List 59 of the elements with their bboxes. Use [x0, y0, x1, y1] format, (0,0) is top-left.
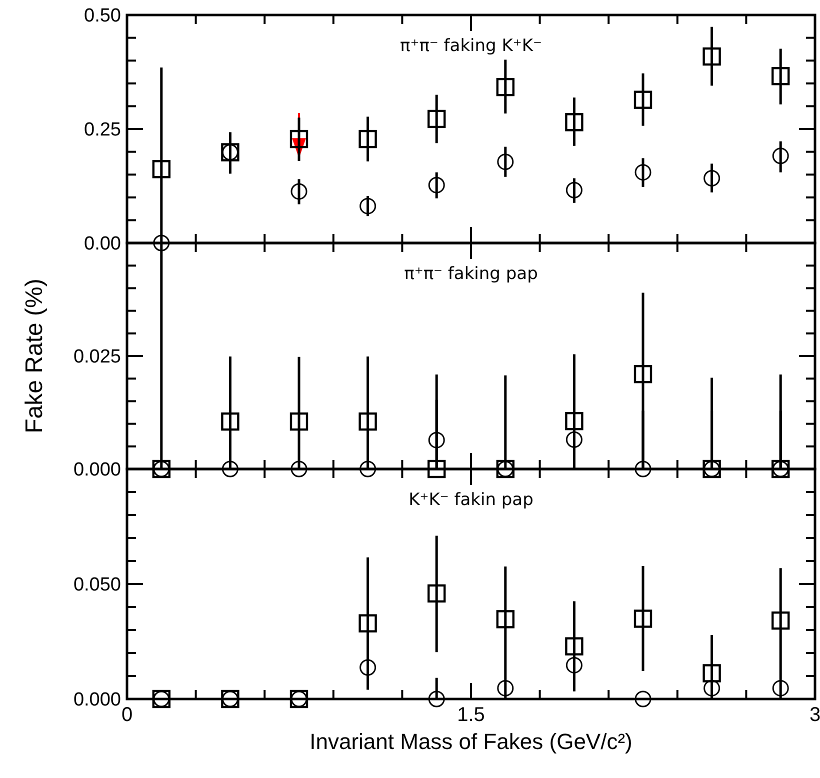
point	[360, 460, 376, 478]
point	[428, 176, 445, 194]
point	[772, 680, 789, 696]
x-tick-label: 1.5	[457, 704, 485, 726]
point	[358, 130, 377, 148]
point	[358, 614, 377, 632]
x-tick-label: 3	[809, 704, 820, 726]
point	[634, 610, 652, 628]
point	[290, 183, 308, 200]
point	[221, 412, 240, 431]
text: π⁺π⁻ faking pap	[404, 264, 538, 284]
point	[497, 680, 514, 696]
point	[152, 160, 170, 178]
point	[360, 198, 376, 214]
point	[565, 637, 584, 656]
point	[772, 67, 790, 86]
point	[634, 164, 652, 181]
point	[428, 110, 446, 128]
point	[496, 78, 514, 96]
point	[153, 234, 170, 252]
point	[565, 113, 584, 132]
x-axis-title: Invariant Mass of Fakes (GeV/c²)	[310, 729, 632, 754]
text: π⁺π⁻ faking K⁺K⁻	[400, 36, 542, 56]
point	[290, 412, 308, 431]
point	[566, 182, 582, 198]
point	[358, 412, 377, 431]
point	[428, 584, 446, 603]
y-tick-label: 0.000	[73, 460, 121, 481]
point	[566, 431, 582, 448]
text: K⁺K⁻ fakin pap	[408, 490, 534, 510]
x-tick-label: 0	[121, 704, 133, 726]
point	[704, 680, 720, 696]
y-tick-label: 0.025	[73, 346, 121, 368]
y-axis-title: Fake Rate (%)	[21, 278, 48, 434]
y-tick-label: 0.050	[73, 574, 121, 596]
point	[704, 170, 720, 186]
y-tick-label: 0.25	[84, 120, 121, 141]
point	[634, 460, 652, 478]
point	[428, 460, 446, 478]
point	[360, 659, 376, 676]
y-tick-label: 0.00	[84, 234, 121, 255]
point	[428, 690, 445, 708]
point	[290, 460, 308, 478]
point	[702, 664, 721, 682]
y-tick-label: 0.50	[84, 6, 121, 27]
point	[634, 364, 652, 384]
y-tick-label: 0.000	[73, 690, 121, 711]
point	[428, 432, 445, 448]
point	[702, 47, 721, 66]
point	[634, 90, 652, 109]
point	[565, 412, 584, 430]
point	[772, 148, 789, 164]
point	[290, 130, 308, 148]
point	[772, 611, 790, 630]
point	[222, 460, 238, 478]
point	[497, 154, 514, 170]
point	[496, 610, 514, 628]
point	[566, 656, 582, 674]
point	[634, 690, 652, 708]
